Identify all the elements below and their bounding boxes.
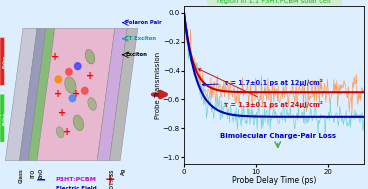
Polygon shape bbox=[110, 28, 138, 161]
Text: ZnO: ZnO bbox=[39, 168, 44, 180]
Text: τ = 1.7±0.1 ps at 12μJ/cm²: τ = 1.7±0.1 ps at 12μJ/cm² bbox=[202, 79, 322, 86]
Text: Polaron Pair: Polaron Pair bbox=[125, 20, 162, 25]
Text: τ = 1.3±0.1 ps at 24μJ/cm²: τ = 1.3±0.1 ps at 24μJ/cm² bbox=[198, 69, 322, 108]
Text: Probe
Pulse: Probe Pulse bbox=[0, 54, 7, 69]
Text: Exciton: Exciton bbox=[125, 52, 147, 57]
Text: +: + bbox=[86, 71, 94, 81]
Text: Ag: Ag bbox=[121, 168, 126, 175]
Polygon shape bbox=[20, 28, 46, 161]
Text: CT Exciton: CT Exciton bbox=[125, 36, 156, 41]
Text: Transient absorption in the polaron-pair
region in 1:1 P3HT:PCBM solar cell: Transient absorption in the polaron-pair… bbox=[208, 0, 341, 4]
FancyBboxPatch shape bbox=[0, 94, 4, 142]
Y-axis label: Probe Transmission: Probe Transmission bbox=[155, 51, 161, 119]
Polygon shape bbox=[28, 28, 55, 161]
Circle shape bbox=[75, 63, 81, 70]
Circle shape bbox=[66, 68, 72, 75]
Text: +: + bbox=[54, 90, 62, 99]
Text: Glass: Glass bbox=[19, 168, 24, 183]
Text: +: + bbox=[72, 90, 80, 99]
Text: Bimolecular Charge-Pair Loss: Bimolecular Charge-Pair Loss bbox=[220, 133, 336, 139]
Text: +: + bbox=[58, 108, 66, 118]
Text: PEDOT:PSS: PEDOT:PSS bbox=[110, 168, 115, 189]
Text: P3HT:PCBM: P3HT:PCBM bbox=[56, 177, 96, 182]
Text: ITO: ITO bbox=[30, 168, 35, 178]
Ellipse shape bbox=[88, 98, 96, 110]
Text: +: + bbox=[104, 173, 115, 186]
Text: +: + bbox=[63, 127, 71, 137]
Circle shape bbox=[82, 87, 88, 94]
Polygon shape bbox=[5, 28, 37, 161]
Text: −: − bbox=[35, 173, 46, 186]
Text: Pump
Pulse: Pump Pulse bbox=[0, 111, 7, 125]
Polygon shape bbox=[97, 28, 127, 161]
Circle shape bbox=[55, 76, 61, 83]
Ellipse shape bbox=[65, 77, 76, 93]
X-axis label: Probe Delay Time (ps): Probe Delay Time (ps) bbox=[232, 176, 316, 185]
Ellipse shape bbox=[73, 115, 84, 131]
Ellipse shape bbox=[85, 49, 95, 64]
Polygon shape bbox=[37, 28, 115, 161]
Text: +: + bbox=[51, 52, 59, 62]
FancyBboxPatch shape bbox=[0, 37, 4, 85]
Ellipse shape bbox=[56, 127, 64, 138]
Circle shape bbox=[69, 95, 75, 102]
Text: Electric Field: Electric Field bbox=[56, 187, 96, 189]
